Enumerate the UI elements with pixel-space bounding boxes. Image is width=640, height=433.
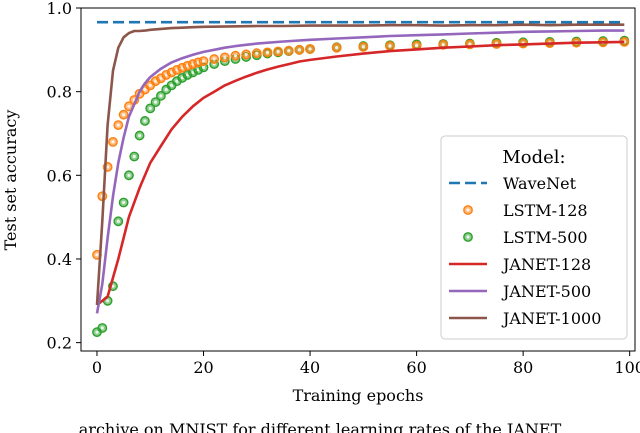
x-tick-label: 80 [513,358,533,377]
plot-frame [80,7,636,352]
point-lstm-128 [124,101,134,112]
point-lstm-500 [97,323,108,333]
point-lstm-500 [145,103,156,114]
legend-marker-lstm-500 [463,232,473,242]
legend-item-janet-128: JANET-128 [449,255,591,274]
point-lstm-128 [411,40,422,51]
point-lstm-128 [198,56,209,67]
x-tick-label: 20 [193,358,213,377]
x-tick-label: 100 [614,358,640,377]
line-janet-500 [95,29,625,314]
y-tick-label: 0.2 [47,334,72,353]
x-tick-label: 0 [92,358,102,377]
point-lstm-500 [150,97,161,108]
legend-label-janet-500: JANET-500 [501,282,591,301]
line-janet-128 [96,40,625,307]
legend-item-janet-500: JANET-500 [449,282,591,301]
legend-label-lstm-128: LSTM-128 [503,201,588,220]
axis-ticks: 0 20 40 60 80 100 0.2 0.4 0.6 0.8 1.0 [47,0,640,377]
y-axis-label: Test set accuracy [1,110,20,251]
point-lstm-128 [108,136,118,147]
point-lstm-128 [241,49,252,60]
point-lstm-128 [358,42,369,52]
point-lstm-128 [145,80,156,91]
series-janet-500 [95,29,625,314]
x-axis-label: Training epochs [293,386,424,405]
plot-area [92,20,630,338]
line-janet-1000 [95,23,625,306]
legend-label-wavenet: WaveNet [503,174,577,193]
y-tick-label: 0.8 [47,83,72,102]
point-lstm-128 [283,45,294,56]
legend-label-lstm-500: LSTM-500 [503,228,588,247]
point-lstm-128 [251,48,262,59]
point-lstm-500 [129,151,140,162]
legend-item-janet-1000: JANET-1000 [449,309,601,328]
legend-item-lstm-500: LSTM-500 [463,228,588,247]
point-lstm-500 [124,170,134,181]
point-lstm-500 [118,197,129,208]
point-lstm-128 [305,44,315,54]
y-tick-label: 0.4 [47,250,72,269]
point-lstm-128 [331,42,342,53]
point-lstm-128 [219,52,230,63]
point-lstm-500 [113,216,124,227]
y-tick-label: 0.6 [47,166,72,185]
series-janet-128 [96,40,625,307]
legend-marker-lstm-128 [463,205,473,215]
legend-box [440,135,628,340]
point-lstm-128 [273,46,283,57]
legend-title: Model: [502,147,565,168]
point-lstm-128 [209,54,220,64]
point-lstm-128 [113,120,124,131]
legend-entries: WaveNet LSTM-128 LSTM-500 JANET-128 JANET-50… [449,174,601,328]
point-lstm-500 [140,116,150,126]
x-tick-label: 40 [300,358,320,377]
legend-label-janet-1000: JANET-1000 [501,309,601,328]
legend-label-janet-128: JANET-128 [501,255,591,274]
point-lstm-128 [294,44,305,55]
y-tick-label: 1.0 [47,0,72,18]
series-janet-1000 [95,23,625,306]
legend-item-wavenet: WaveNet [449,174,577,193]
x-tick-label: 60 [406,358,426,377]
point-lstm-128 [118,109,129,120]
legend-item-lstm-128: LSTM-128 [463,201,588,220]
caption-fragment: archive on MNIST for different learning … [78,420,562,433]
point-lstm-128 [262,47,273,58]
point-lstm-500 [156,90,166,101]
point-lstm-500 [134,130,145,141]
point-lstm-128 [230,50,241,61]
point-lstm-128 [385,41,395,51]
legend: Model: WaveNet LSTM-128 LSTM-500 JANET-128 J… [440,135,628,340]
